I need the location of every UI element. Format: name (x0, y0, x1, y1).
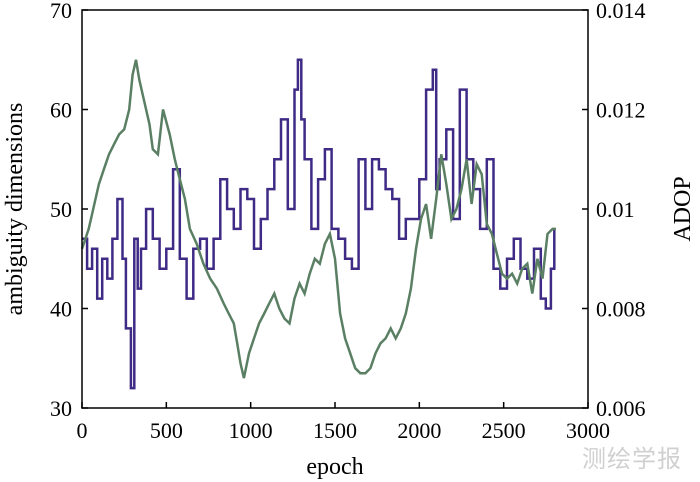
left-y-axis-title: ambiguity dimensions (2, 103, 28, 316)
plot-frame (81, 9, 589, 409)
right-y-tick-label: 0.008 (596, 297, 646, 322)
x-axis-ticks: 0 500 1000 1500 2000 2500 3000 (77, 402, 610, 443)
x-axis-title: epoch (306, 454, 363, 480)
right-y-tick-label: 0.006 (596, 396, 646, 421)
right-y-tick-label: 0.014 (596, 0, 646, 23)
ambiguity-dimensions-series-line (82, 58, 556, 390)
x-tick-label: 2500 (482, 418, 526, 443)
x-tick-label: 3000 (566, 418, 610, 443)
x-tick-label: 0 (77, 418, 88, 443)
left-y-tick-label: 50 (50, 197, 72, 222)
series-layer (80, 58, 556, 390)
right-y-tick-label: 0.012 (596, 98, 646, 123)
journal-watermark: 测绘学报 (582, 445, 682, 473)
left-y-tick-label: 70 (50, 0, 72, 23)
x-tick-label: 1000 (229, 418, 273, 443)
left-y-tick-label: 60 (50, 98, 72, 123)
left-y-axis-ticks: 30 40 50 60 70 (50, 0, 88, 421)
right-y-tick-label: 0.01 (596, 197, 635, 222)
x-tick-label: 2000 (397, 418, 441, 443)
right-y-axis-title: ADOP (670, 176, 696, 241)
right-y-axis-ticks: 0.006 0.008 0.01 0.012 0.014 (582, 0, 646, 421)
adop-series-line (80, 59, 556, 379)
left-y-tick-label: 30 (50, 396, 72, 421)
x-tick-label: 500 (150, 418, 183, 443)
x-tick-label: 1500 (313, 418, 357, 443)
left-y-tick-label: 40 (50, 297, 72, 322)
